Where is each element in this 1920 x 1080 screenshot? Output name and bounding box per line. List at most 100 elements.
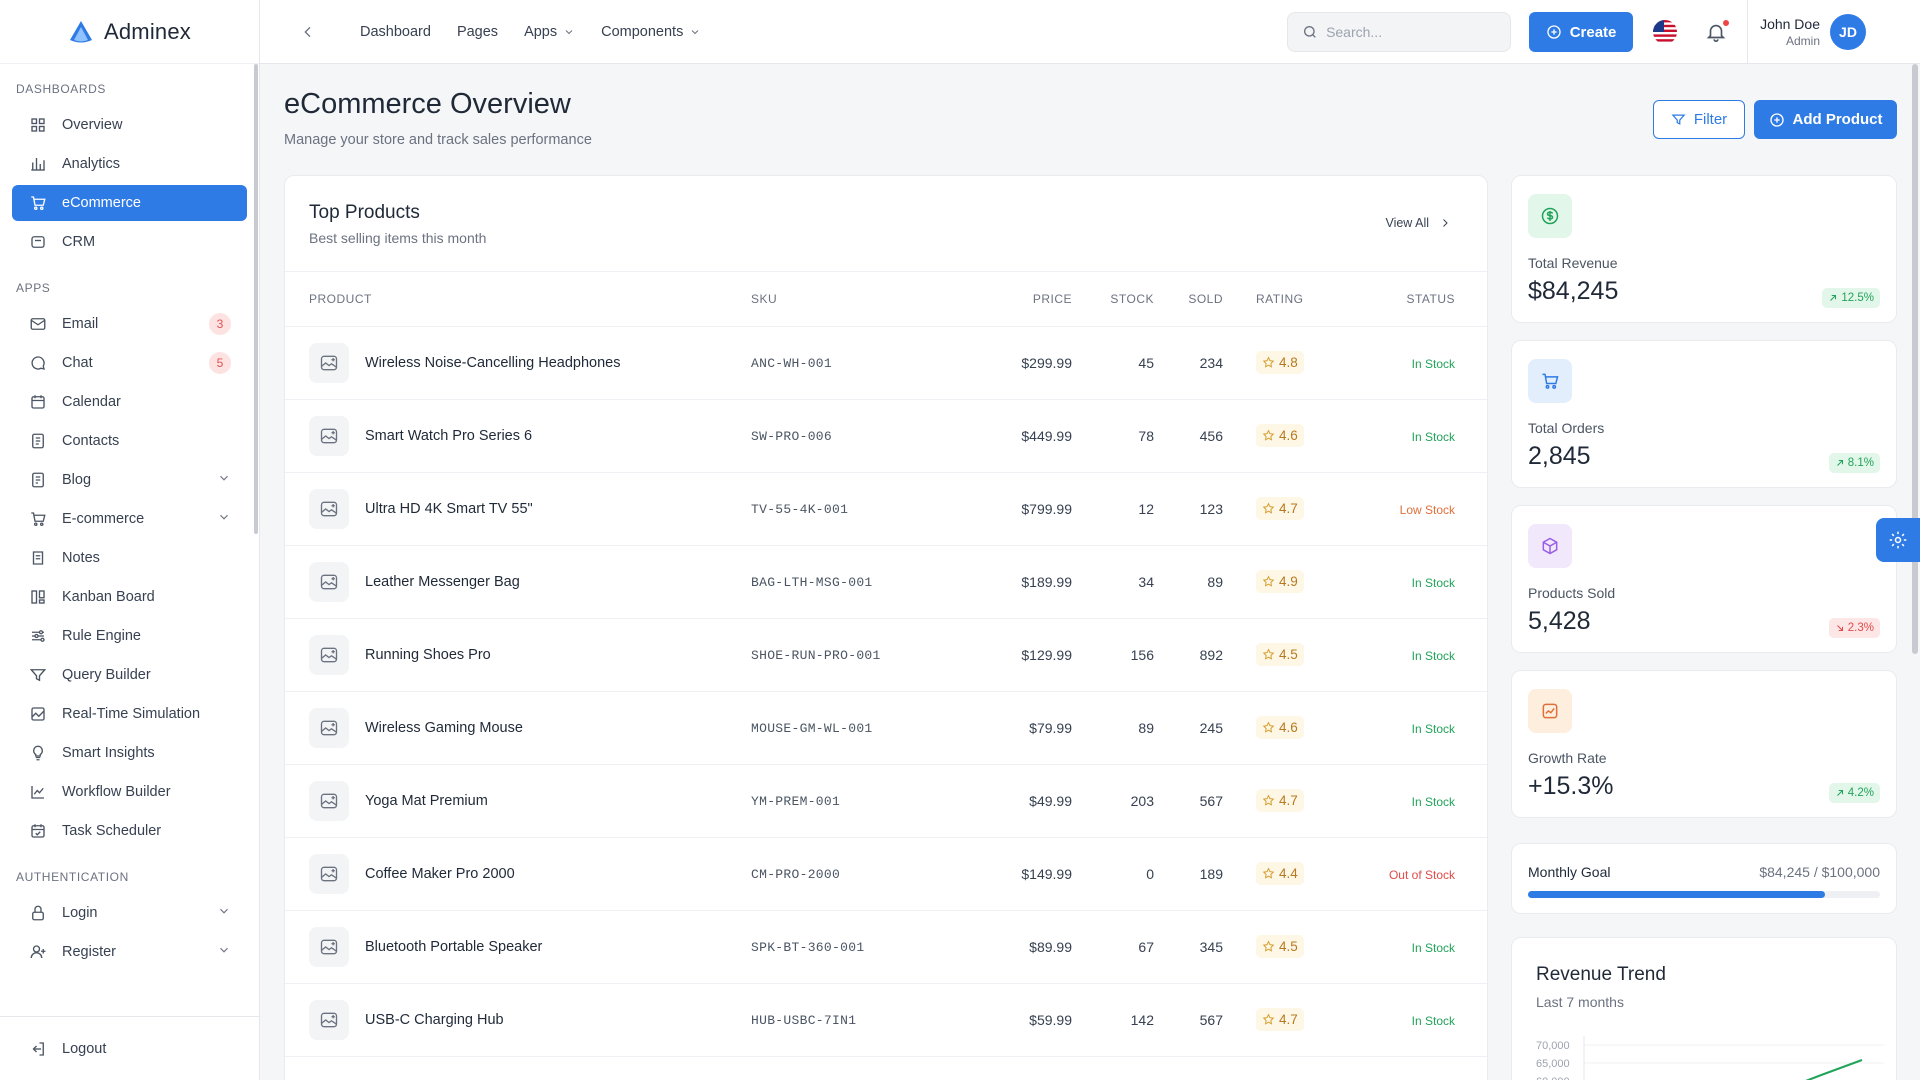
- table-header-row: Product SKU Price Stock Sold Rating Stat…: [285, 272, 1487, 327]
- add-product-button[interactable]: Add Product: [1754, 100, 1897, 139]
- sidebar-item-workflow-builder[interactable]: Workflow Builder: [12, 774, 247, 810]
- sidebar-item-query-builder[interactable]: Query Builder: [12, 657, 247, 693]
- sidebar-item-task-scheduler[interactable]: Task Scheduler: [12, 813, 247, 849]
- sidebar-item-register[interactable]: Register: [12, 934, 247, 970]
- product-sold: 567: [1154, 983, 1223, 1057]
- sidebar-item-analytics[interactable]: Analytics: [12, 146, 247, 182]
- sidebar-item-crm[interactable]: CRM: [12, 224, 247, 260]
- sidebar-item-login[interactable]: Login: [12, 895, 247, 931]
- sidebar-section-title: Dashboards: [16, 82, 107, 96]
- sidebar-item-smart-insights[interactable]: Smart Insights: [12, 735, 247, 771]
- column-header[interactable]: Rating: [1223, 272, 1363, 327]
- nav-dashboard[interactable]: Dashboard: [360, 24, 431, 40]
- arrow-up-right-icon: [1830, 294, 1837, 301]
- create-label: Create: [1569, 23, 1617, 41]
- table-row[interactable]: Running Shoes Pro SHOE-RUN-PRO-001 $129.99…: [285, 618, 1487, 692]
- chevron-down-icon[interactable]: [217, 510, 231, 528]
- product-cell: Yoga Mat Premium: [285, 764, 751, 838]
- nav-label: Apps: [524, 23, 558, 40]
- column-header[interactable]: Status: [1363, 272, 1487, 327]
- product-name[interactable]: Wireless Gaming Mouse: [365, 719, 523, 736]
- language-flag-icon[interactable]: [1653, 20, 1678, 44]
- product-name[interactable]: USB-C Charging Hub: [365, 1011, 504, 1028]
- column-header[interactable]: Product: [285, 272, 751, 327]
- collapse-sidebar-button[interactable]: [296, 20, 320, 44]
- table-row[interactable]: Coffee Maker Pro 2000 CM-PRO-2000 $149.99 0…: [285, 837, 1487, 911]
- nav-label: Pages: [456, 23, 499, 40]
- sidebar-item-notes[interactable]: Notes: [12, 540, 247, 576]
- search-input[interactable]: [1326, 24, 1497, 40]
- stat-icon-box: [1528, 689, 1572, 733]
- nav-apps[interactable]: Apps: [524, 24, 575, 40]
- user-menu[interactable]: John Doe Admin JD: [1747, 0, 1920, 64]
- view-all-link[interactable]: View All: [1385, 216, 1451, 230]
- table-row[interactable]: Leather Messenger Bag BAG-LTH-MSG-001 $189…: [285, 545, 1487, 619]
- create-button[interactable]: Create: [1529, 12, 1634, 52]
- nav-label: Components: [601, 23, 684, 40]
- product-name[interactable]: Smart Watch Pro Series 6: [365, 427, 533, 444]
- avatar[interactable]: JD: [1830, 14, 1866, 50]
- product-name[interactable]: Wireless Noise-Cancelling Headphones: [365, 354, 621, 371]
- table-row[interactable]: Yoga Mat Premium YM-PREM-001 $49.99 203 567 4…: [285, 764, 1487, 838]
- sidebar-item-overview[interactable]: Overview: [12, 107, 247, 143]
- brand[interactable]: Adminex: [0, 0, 259, 64]
- filter-button[interactable]: Filter: [1653, 100, 1745, 139]
- table-row[interactable]: Ultra HD 4K Smart TV 55" TV-55-4K-001 $799…: [285, 472, 1487, 546]
- products-table-body: Wireless Noise-Cancelling Headphones ANC-…: [285, 326, 1487, 1057]
- table-row[interactable]: USB-C Charging Hub HUB-USBC-7IN1 $59.99 142…: [285, 983, 1487, 1057]
- card-subtitle: Best selling items this month: [309, 230, 487, 246]
- table-row[interactable]: Wireless Gaming Mouse MOUSE-GM-WL-001 $79.…: [285, 691, 1487, 765]
- sidebar-item-contacts[interactable]: Contacts: [12, 423, 247, 459]
- stat-delta-value: 2.3%: [1847, 622, 1874, 634]
- product-name[interactable]: Ultra HD 4K Smart TV 55": [365, 500, 533, 517]
- column-header[interactable]: Price: [971, 272, 1072, 327]
- page-scrollbar[interactable]: [1912, 64, 1918, 654]
- column-header[interactable]: Stock: [1072, 272, 1154, 327]
- product-sku: TV-55-4K-001: [751, 502, 849, 517]
- user-name: John Doe: [1760, 16, 1820, 32]
- sidebar-item-e-commerce[interactable]: E-commerce: [12, 501, 247, 537]
- nav-pages[interactable]: Pages: [457, 24, 498, 40]
- sidebar-item-label: Real-Time Simulation: [62, 706, 201, 722]
- sidebar-scrollbar[interactable]: [254, 64, 258, 534]
- product-price: $449.99: [971, 399, 1072, 473]
- chevron-down-icon[interactable]: [217, 904, 231, 922]
- sidebar-item-chat[interactable]: Chat 5: [12, 345, 247, 381]
- chevron-down-icon[interactable]: [217, 943, 231, 961]
- sidebar-section-title: Apps: [16, 281, 51, 295]
- table-row[interactable]: Smart Watch Pro Series 6 SW-PRO-006 $449.9…: [285, 399, 1487, 473]
- sidebar-item-kanban-board[interactable]: Kanban Board: [12, 579, 247, 615]
- sidebar-item-calendar[interactable]: Calendar: [12, 384, 247, 420]
- stat-delta-badge: 2.3%: [1828, 618, 1880, 638]
- nav-label: Dashboard: [360, 23, 431, 40]
- product-name[interactable]: Bluetooth Portable Speaker: [365, 938, 543, 955]
- sidebar-item-blog[interactable]: Blog: [12, 462, 247, 498]
- sidebar-item-rule-engine[interactable]: Rule Engine: [12, 618, 247, 654]
- product-sku: SW-PRO-006: [751, 429, 833, 444]
- stat-delta-badge: 12.5%: [1822, 288, 1880, 308]
- product-thumbnail: [309, 707, 349, 748]
- calendar-icon: [31, 395, 45, 409]
- table-row[interactable]: Wireless Noise-Cancelling Headphones ANC-…: [285, 326, 1487, 400]
- sidebar-item-ecommerce[interactable]: eCommerce: [12, 185, 247, 221]
- chevron-down-icon[interactable]: [217, 471, 231, 489]
- notifications-button[interactable]: [1705, 19, 1731, 43]
- sidebar-item-real-time-simulation[interactable]: Real-Time Simulation: [12, 696, 247, 732]
- search-box[interactable]: [1287, 12, 1512, 52]
- column-header[interactable]: SKU: [751, 272, 971, 327]
- column-header[interactable]: Sold: [1154, 272, 1223, 327]
- sidebar-item-email[interactable]: Email 3: [12, 306, 247, 342]
- product-name[interactable]: Leather Messenger Bag: [365, 573, 520, 590]
- trend-subtitle: Last 7 months: [1536, 994, 1624, 1010]
- product-name[interactable]: Yoga Mat Premium: [365, 792, 488, 809]
- product-name[interactable]: Coffee Maker Pro 2000: [365, 865, 515, 882]
- product-name[interactable]: Running Shoes Pro: [365, 646, 491, 663]
- plus-circle-icon: [1547, 25, 1561, 39]
- table-row[interactable]: Bluetooth Portable Speaker SPK-BT-360-001…: [285, 910, 1487, 984]
- product-stock: 89: [1072, 691, 1154, 765]
- logout-button[interactable]: Logout: [12, 1031, 247, 1067]
- nav-components[interactable]: Components: [601, 24, 701, 40]
- rating-value: 4.7: [1279, 501, 1298, 516]
- view-all-label: View All: [1385, 216, 1429, 230]
- settings-button[interactable]: [1876, 518, 1920, 562]
